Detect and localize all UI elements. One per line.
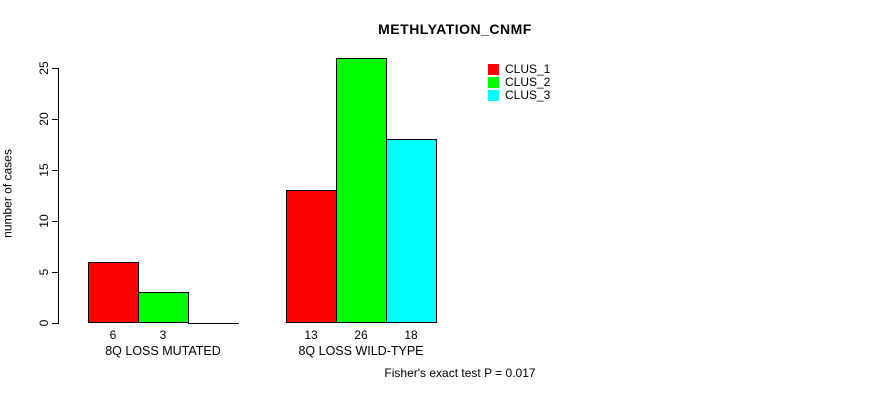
y-tick-mark [52, 170, 58, 171]
y-tick-label: 5 [37, 268, 51, 276]
annotation-text: Fisher's exact test P = 0.017 [384, 366, 536, 380]
bar-clus_1 [286, 190, 337, 323]
x-category-label: 8Q LOSS MUTATED [105, 344, 221, 358]
y-tick-mark [52, 119, 58, 120]
bar-clus_2 [336, 58, 387, 323]
bar-clus_3 [386, 139, 437, 323]
x-category-label: 8Q LOSS WILD-TYPE [298, 344, 424, 358]
bar-value-label: 3 [159, 328, 167, 342]
legend-swatch-icon [488, 77, 499, 88]
y-tick-mark [52, 272, 58, 273]
bar-value-label: 6 [109, 328, 117, 342]
bar-value-label: 26 [354, 328, 368, 342]
y-tick-mark [52, 323, 58, 324]
bar-value-label: 13 [304, 328, 318, 342]
y-tick-label: 25 [37, 61, 51, 75]
bar-clus_3 [188, 323, 239, 324]
y-tick-label: 20 [37, 112, 51, 126]
bar-value-label: 18 [404, 328, 418, 342]
bar-clus_1 [88, 262, 139, 323]
legend-swatch-icon [488, 64, 499, 75]
y-tick-mark [52, 221, 58, 222]
y-axis-title: number of cases [0, 149, 15, 238]
y-tick-label: 10 [37, 214, 51, 228]
y-tick-label: 0 [37, 319, 51, 327]
legend-label: CLUS_3 [505, 88, 551, 102]
legend-swatch-icon [488, 90, 499, 101]
y-tick-mark [52, 68, 58, 69]
legend-label: CLUS_1 [505, 62, 551, 76]
legend-label: CLUS_2 [505, 75, 551, 89]
y-tick-label: 15 [37, 163, 51, 177]
bar-clus_2 [138, 292, 189, 323]
y-axis-line [58, 68, 59, 324]
chart-title: METHLYATION_CNMF [378, 21, 532, 37]
